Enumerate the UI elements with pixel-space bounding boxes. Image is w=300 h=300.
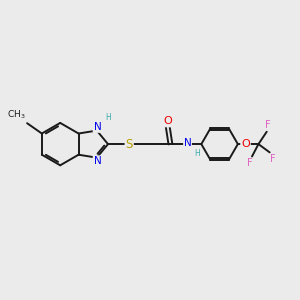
Text: F: F (265, 120, 271, 130)
Text: N: N (94, 156, 101, 166)
Text: N: N (94, 122, 101, 132)
Text: H: H (105, 113, 111, 122)
Text: S: S (125, 138, 133, 151)
Text: H: H (194, 148, 200, 158)
Text: N: N (184, 138, 191, 148)
Text: O: O (163, 116, 172, 126)
Text: F: F (247, 158, 252, 168)
Text: O: O (241, 139, 250, 149)
Text: F: F (270, 154, 275, 164)
Text: CH$_3$: CH$_3$ (7, 108, 26, 121)
